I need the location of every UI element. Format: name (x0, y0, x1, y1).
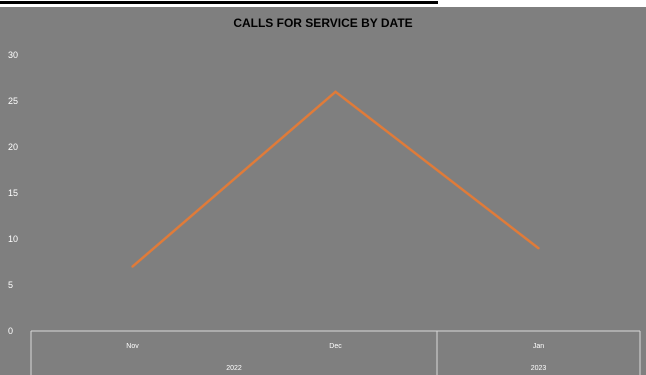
data-point (537, 247, 540, 250)
y-tick-label: 0 (8, 326, 13, 336)
x-group-label: 2023 (531, 365, 547, 372)
y-tick-label: 30 (8, 50, 18, 60)
y-tick-label: 10 (8, 234, 18, 244)
series-line (131, 90, 540, 268)
x-group-label: 2022 (226, 365, 242, 372)
x-tick-label: Jan (533, 343, 544, 350)
y-tick-label: 20 (8, 142, 18, 152)
top-rule (0, 1, 438, 4)
data-point (131, 265, 134, 268)
chart-title: CALLS FOR SERVICE BY DATE (233, 16, 412, 30)
y-tick-label: 25 (8, 96, 18, 106)
data-point (334, 90, 337, 94)
chart-area: CALLS FOR SERVICE BY DATE 0 5 10 15 20 25 30 No… (0, 7, 646, 375)
x-tick-label: Nov (126, 343, 139, 350)
line-chart: CALLS FOR SERVICE BY DATE 0 5 10 15 20 25 30 No… (8, 16, 641, 375)
y-tick-label: 5 (8, 280, 13, 290)
x-tick-label: Dec (329, 343, 342, 350)
y-tick-label: 15 (8, 188, 18, 198)
